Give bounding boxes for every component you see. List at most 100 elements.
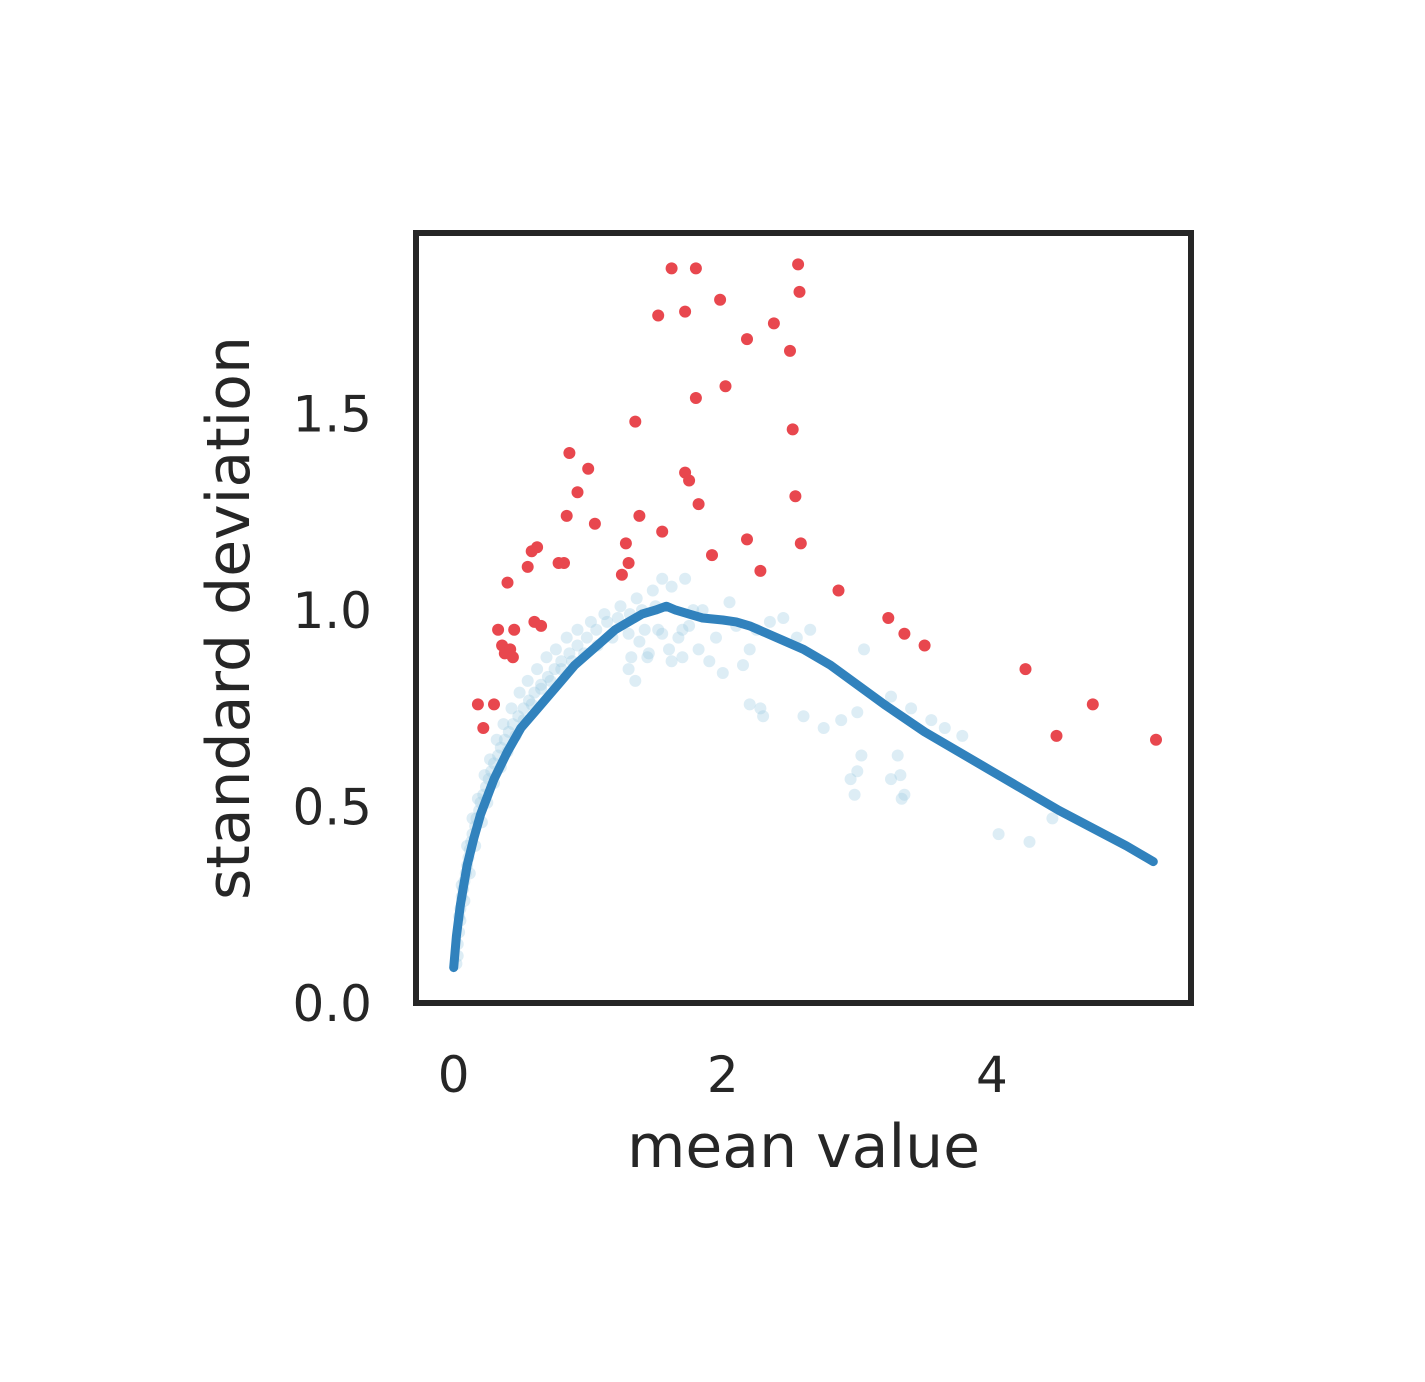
background-point: [531, 663, 544, 676]
background-point: [797, 710, 810, 723]
highlight-point: [794, 537, 807, 550]
background-point: [763, 615, 776, 628]
highlight-point: [754, 564, 767, 577]
highlight-point: [615, 568, 628, 581]
highlight-point: [656, 525, 669, 538]
background-point: [506, 718, 519, 731]
highlight-point: [477, 722, 490, 734]
y-tick-label: 0.5: [292, 779, 372, 837]
y-tick-label: 0.0: [292, 975, 372, 1033]
highlight-point: [767, 317, 780, 330]
background-point: [555, 655, 568, 668]
background-point: [541, 670, 554, 683]
background-point: [490, 733, 503, 746]
background-point: [885, 690, 897, 703]
background-point: [584, 615, 597, 628]
highlight-point: [1019, 663, 1032, 676]
x-tick-label: 2: [707, 1046, 739, 1104]
background-point: [549, 643, 562, 656]
highlight-point: [560, 509, 573, 522]
background-point: [683, 619, 696, 632]
highlight-point: [629, 415, 642, 428]
background-point: [633, 635, 646, 648]
background-point: [723, 596, 736, 609]
background-point: [757, 710, 770, 723]
background-point: [1046, 812, 1059, 825]
highlight-point: [918, 639, 931, 652]
background-point: [563, 647, 576, 660]
highlight-point: [1050, 729, 1063, 742]
y-tick-label: 1.5: [292, 386, 372, 444]
background-point: [611, 612, 624, 624]
background-point: [716, 667, 729, 679]
background-point: [851, 765, 864, 778]
background-point: [851, 706, 864, 719]
background-point: [528, 686, 541, 699]
background-point: [484, 753, 496, 766]
background-point: [844, 773, 857, 786]
background-point: [540, 651, 553, 664]
background-point: [938, 722, 951, 734]
background-point: [548, 663, 561, 676]
highlight-point: [633, 509, 646, 522]
plot-frame: [413, 230, 1194, 1006]
background-point: [625, 651, 638, 664]
highlight-point: [792, 258, 805, 271]
background-point: [502, 725, 515, 738]
background-point: [505, 702, 518, 715]
background-point: [855, 749, 868, 762]
highlight-point: [789, 490, 802, 503]
highlight-point: [506, 651, 519, 664]
highlight-point: [793, 285, 806, 298]
background-point: [523, 694, 535, 707]
background-point: [560, 631, 573, 644]
background-point: [885, 773, 897, 786]
highlight-points: [471, 258, 1162, 746]
background-point: [895, 792, 908, 805]
highlight-point: [882, 612, 895, 624]
background-point: [571, 639, 584, 652]
background-point: [646, 584, 659, 597]
background-point: [737, 659, 749, 672]
x-tick-label: 0: [438, 1046, 470, 1104]
highlight-point: [689, 262, 702, 275]
background-point: [858, 643, 870, 656]
highlight-point: [588, 517, 601, 530]
background-point: [656, 627, 669, 640]
background-point: [535, 678, 548, 691]
background-point: [992, 828, 1005, 841]
highlight-point: [622, 557, 635, 569]
trend-line: [449, 601, 1158, 973]
background-point: [590, 623, 603, 636]
background-point: [676, 623, 689, 636]
background-point: [642, 647, 655, 660]
x-axis-label: mean value: [627, 1112, 980, 1182]
background-point: [517, 702, 530, 715]
background-point: [743, 643, 756, 656]
background-point: [535, 682, 548, 695]
highlight-point: [683, 474, 696, 487]
background-point: [513, 686, 526, 699]
background-point: [710, 631, 722, 644]
highlight-point: [898, 627, 911, 640]
highlight-point: [786, 423, 799, 436]
y-axis-label: standard deviation: [194, 336, 264, 900]
background-point: [601, 615, 614, 628]
background-point: [629, 674, 642, 687]
background-point: [622, 627, 635, 640]
background-point: [638, 623, 651, 636]
background-point: [1023, 835, 1036, 848]
background-point: [478, 769, 491, 782]
background-point: [956, 729, 969, 742]
highlight-point: [531, 541, 544, 554]
background-point: [665, 655, 678, 668]
highlight-point: [741, 533, 753, 546]
highlight-point: [1086, 698, 1099, 711]
highlight-point: [719, 380, 732, 393]
highlight-point: [619, 537, 632, 550]
background-point: [512, 710, 525, 723]
highlight-point: [488, 698, 500, 711]
highlight-point: [706, 549, 718, 562]
highlight-point: [571, 486, 584, 499]
